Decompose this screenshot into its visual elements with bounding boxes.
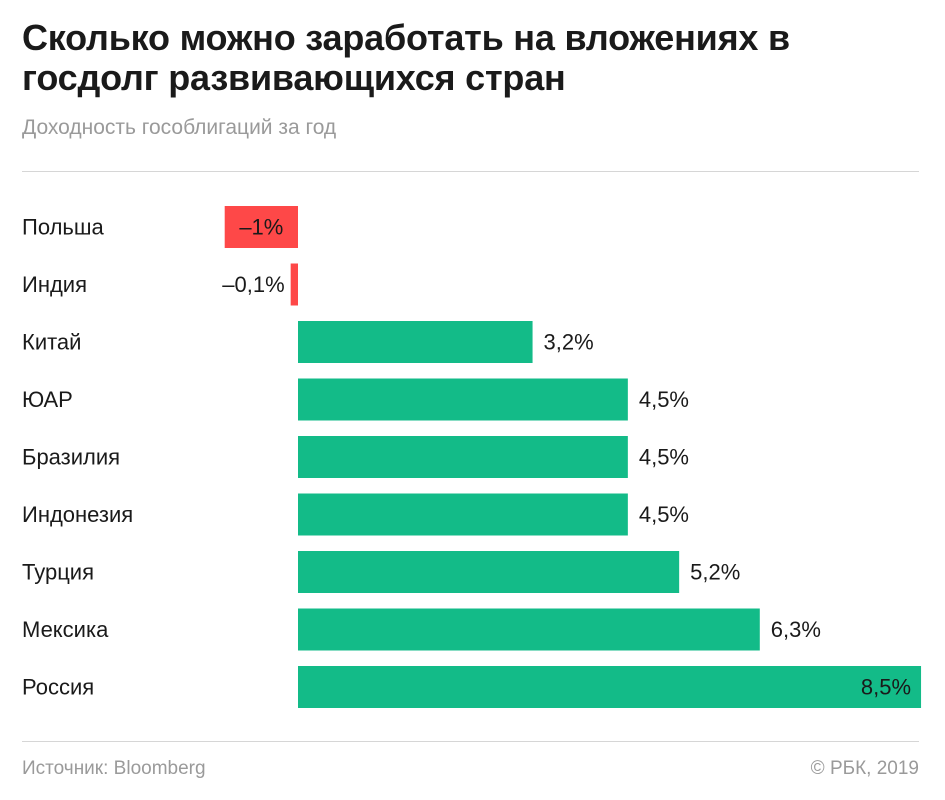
bar bbox=[298, 321, 533, 363]
bar bbox=[298, 378, 628, 421]
value-label: 8,5% bbox=[861, 675, 911, 700]
category-label: Мексика bbox=[22, 617, 109, 642]
value-label: 4,5% bbox=[639, 445, 689, 470]
bar-row: Индия –0,1% bbox=[22, 263, 298, 306]
bar-negative bbox=[224, 206, 298, 248]
category-label: Китай bbox=[22, 330, 81, 355]
bar-negative bbox=[290, 263, 298, 306]
category-label: Россия bbox=[22, 675, 94, 700]
category-label: Индия bbox=[22, 272, 87, 297]
value-label: 3,2% bbox=[544, 330, 594, 355]
bar-row: Бразилия 4,5% bbox=[22, 436, 689, 478]
chart-subtitle: Доходность гособлигаций за год bbox=[22, 116, 337, 139]
bar-row: Россия 8,5% bbox=[22, 666, 922, 708]
bar bbox=[298, 551, 680, 593]
bar bbox=[298, 436, 628, 478]
bar-row: Турция 5,2% bbox=[22, 551, 740, 593]
value-label: –1% bbox=[239, 215, 283, 240]
bottom-divider bbox=[22, 741, 919, 742]
value-label: 5,2% bbox=[690, 560, 740, 585]
bar-row: Польша –1% bbox=[22, 206, 298, 248]
top-divider bbox=[22, 171, 919, 172]
bar-row: ЮАР 4,5% bbox=[22, 378, 689, 421]
value-label: 4,5% bbox=[639, 387, 689, 412]
bar-row: Индонезия 4,5% bbox=[22, 493, 689, 536]
bar-row: Китай 3,2% bbox=[22, 321, 594, 363]
chart-title: Сколько можно заработать на вложениях в … bbox=[22, 17, 790, 98]
copyright-note: © РБК, 2019 bbox=[810, 758, 919, 779]
source-note: Источник: Bloomberg bbox=[22, 758, 206, 779]
value-label: 6,3% bbox=[771, 617, 821, 642]
value-label: –0,1% bbox=[222, 272, 284, 297]
category-label: Турция bbox=[22, 560, 94, 585]
bar-chart: Польша –1%Индия –0,1%Китай 3,2%ЮАР 4,5%Брази… bbox=[22, 206, 922, 708]
category-label: ЮАР bbox=[22, 387, 73, 412]
bar-row: Мексика 6,3% bbox=[22, 608, 821, 651]
value-label: 4,5% bbox=[639, 502, 689, 527]
category-label: Бразилия bbox=[22, 445, 120, 470]
category-label: Индонезия bbox=[22, 502, 133, 527]
bar bbox=[298, 666, 922, 708]
bar bbox=[298, 493, 628, 536]
bar bbox=[298, 608, 760, 651]
category-label: Польша bbox=[22, 215, 105, 240]
